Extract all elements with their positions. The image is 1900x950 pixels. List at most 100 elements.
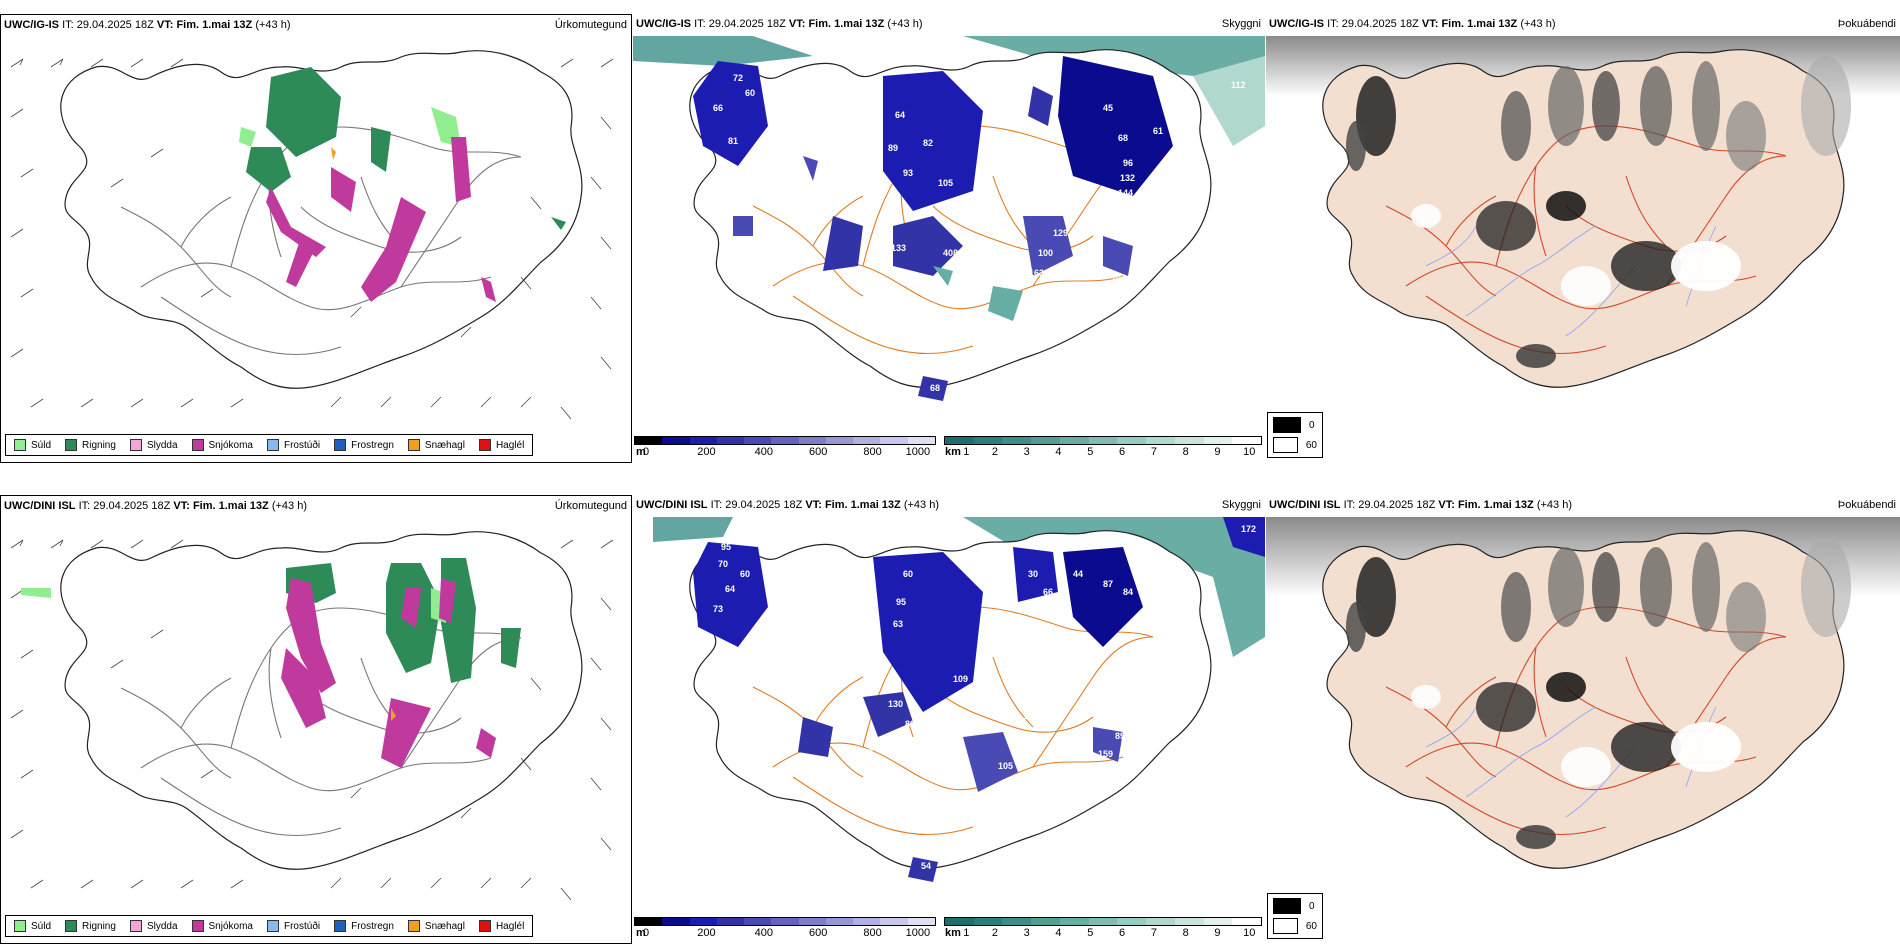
vt-label: VT: <box>173 500 190 512</box>
fog-legend-swatch <box>1273 437 1298 453</box>
legend-item-snow: Snjókoma <box>191 439 253 451</box>
it-label: IT: <box>694 18 706 30</box>
fog-panel-bottom: UWC/DINI ISL IT: 29.04.2025 18Z VT: Fim.… <box>1266 495 1900 945</box>
cloud-base-value: 132 <box>1120 173 1135 183</box>
fog-legend-item: 0 <box>1273 417 1317 433</box>
legend-item-snow: Snjókoma <box>191 920 253 932</box>
visibility-unit: km <box>945 446 961 458</box>
legend-label: Rigning <box>82 920 116 932</box>
it-value: 29.04.2025 18Z <box>1358 499 1436 511</box>
height-colorbar-swatches <box>634 436 936 445</box>
it-value: 29.04.2025 18Z <box>76 19 154 31</box>
cloud-base-value: 179 <box>983 699 998 709</box>
legend-swatch <box>334 439 347 451</box>
vt-label: VT: <box>788 18 806 30</box>
height-tick: 600 <box>809 446 828 458</box>
lead-time: (+43 h) <box>271 500 307 512</box>
height-tick: 200 <box>697 446 716 458</box>
visibility-tick: 3 <box>1023 927 1030 939</box>
legend-label: Haglél <box>495 439 525 451</box>
legend-swatch <box>191 920 204 932</box>
cloud-base-value: 64 <box>895 110 905 120</box>
cloud-base-value: 68 <box>1118 133 1128 143</box>
vt-label: VT: <box>805 499 822 511</box>
legend-label: Slydda <box>146 920 178 932</box>
lead-time: (+43 h) <box>1536 499 1572 511</box>
it-label: IT: <box>1327 18 1339 30</box>
cloud-base-value: 105 <box>998 761 1013 771</box>
parameter-title: Úrkomutegund <box>554 19 627 31</box>
legend-swatch <box>14 920 26 932</box>
visibility-tick: 7 <box>1150 446 1157 458</box>
visibility-tick: 1 <box>963 927 970 939</box>
fog-legend-swatch <box>1273 918 1298 934</box>
legend-item-snow-pellets: Snæhagl <box>407 439 465 451</box>
legend-swatch <box>191 439 204 451</box>
legend-label: Frostregn <box>351 439 394 451</box>
panel-header: UWC/DINI ISL IT: 29.04.2025 18Z VT: Fim.… <box>1269 499 1896 515</box>
legend-swatch <box>65 920 78 932</box>
cloud-base-value: 64 <box>725 584 735 594</box>
visibility-tick: 10 <box>1243 927 1256 939</box>
precip-type-legend: Súld Rigning Slydda Snjókoma Frostúði Fr… <box>5 915 534 937</box>
visibility-unit: km <box>945 927 961 939</box>
panel-header: UWC/DINI ISL IT: 29.04.2025 18Z VT: Fim.… <box>4 500 627 516</box>
legend-item-drizzle: Súld <box>14 920 51 932</box>
precip-type-map <box>10 531 614 901</box>
cloud-base-value: 70 <box>718 559 728 569</box>
model-name: UWC/DINI ISL <box>1269 499 1341 511</box>
cloud-base-value: 157 <box>1011 731 1026 741</box>
visibility-tick: 9 <box>1214 446 1221 458</box>
it-label: IT: <box>710 499 723 511</box>
fog-legend-item: 60 <box>1273 437 1317 453</box>
height-tick: 0 <box>643 446 650 458</box>
legend-item-rain: Rigning <box>65 439 116 451</box>
cloud-base-value: 117 <box>1043 178 1058 188</box>
legend-item-freezing-rain: Frostregn <box>334 439 394 451</box>
fog-legend-item: 0 <box>1273 898 1317 914</box>
fog-panel-top: UWC/IG-IS IT: 29.04.2025 18Z VT: Fim. 1.… <box>1266 14 1900 464</box>
cloud-base-value: 104 <box>1111 273 1126 283</box>
cloud-base-value: 89 <box>958 203 968 213</box>
vt-value: Fim. 1.mai 13Z <box>808 18 885 30</box>
it-value: 29.04.2025 18Z <box>93 500 171 512</box>
cloud-base-value: 72 <box>733 73 743 83</box>
height-tick: 800 <box>863 446 882 458</box>
legend-label: Snjókoma <box>208 920 253 932</box>
cloud-base-value: 160 <box>998 559 1013 569</box>
legend-swatch <box>65 439 78 451</box>
parameter-title: Skyggni <box>1221 499 1261 511</box>
model-name: UWC/IG-IS <box>636 18 691 30</box>
visibility-tick: 6 <box>1119 446 1126 458</box>
cloud-base-value: 73 <box>713 604 723 614</box>
visibility-tick: 5 <box>1087 927 1094 939</box>
visibility-tick: 8 <box>1182 446 1189 458</box>
fog-legend-top: 0 60 <box>1267 412 1323 458</box>
cloud-base-value: 80 <box>905 719 915 729</box>
visibility-tick: 1 <box>963 446 970 458</box>
cloud-base-value: 180 <box>1023 711 1038 721</box>
legend-label: Snæhagl <box>424 439 465 451</box>
vt-value: Fim. 1.mai 13Z <box>1457 499 1534 511</box>
fog-legend-swatch <box>1273 417 1301 433</box>
cloud-base-value: 408 <box>943 248 958 258</box>
fog-map <box>1266 517 1900 869</box>
height-unit: m <box>636 446 646 458</box>
lead-time: (+43 h) <box>255 19 291 31</box>
legend-item-drizzle: Súld <box>14 439 51 451</box>
visibility-tick: 5 <box>1087 446 1094 458</box>
visibility-shading <box>633 36 1265 146</box>
cloud-base-value: 63 <box>893 619 903 629</box>
legend-swatch <box>129 439 142 451</box>
it-value: 29.04.2025 18Z <box>725 499 803 511</box>
fog-legend-swatch <box>1273 898 1301 914</box>
cloud-base-value: 112 <box>1231 80 1246 90</box>
cloud-base-value: 82 <box>923 138 933 148</box>
legend-item-freezing-rain: Frostregn <box>334 920 394 932</box>
height-colorbar-swatches <box>634 917 936 926</box>
lead-time: (+43 h) <box>903 499 939 511</box>
legend-swatch <box>129 920 142 932</box>
visibility-tick: 7 <box>1150 927 1157 939</box>
cloud-base-labels: 72 60 66 81 64 89 82 93 105 89 45 68 61 … <box>713 73 1246 393</box>
visibility-tick: 4 <box>1055 446 1062 458</box>
